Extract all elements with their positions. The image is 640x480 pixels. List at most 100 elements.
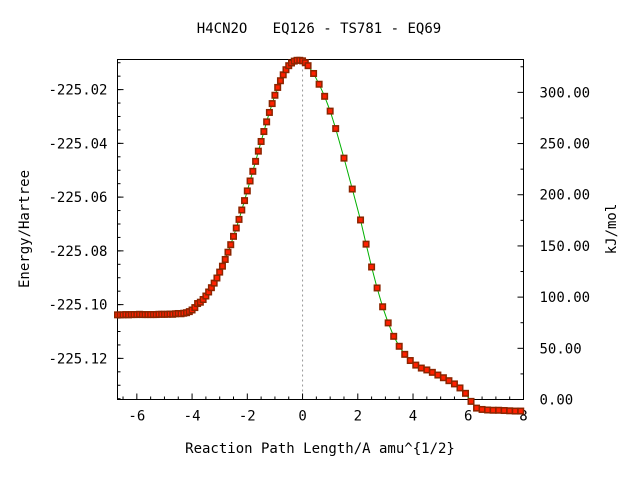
data-point <box>241 197 249 205</box>
data-point <box>207 284 215 292</box>
data-point-fill <box>408 358 413 363</box>
x-tick-label: 2 <box>354 409 362 425</box>
data-point-fill <box>502 408 507 413</box>
data-point <box>379 303 387 311</box>
data-point-fill <box>231 234 236 239</box>
data-point-fill <box>311 71 316 76</box>
y-tick-label: -225.12 <box>48 351 107 367</box>
y2-tick-label: 250.00 <box>540 137 591 153</box>
data-point-fill <box>239 208 244 213</box>
y2-tick-label: 150.00 <box>540 239 591 255</box>
x-tick-label: 6 <box>464 409 472 425</box>
data-point-fill <box>391 334 396 339</box>
y2-tick-label: 200.00 <box>540 188 591 204</box>
data-point <box>221 255 229 263</box>
data-point <box>304 62 312 70</box>
y-tick-labels: -225.02 -225.04 -225.06 -225.08 -225.10 -225.… <box>48 83 107 368</box>
data-point-fill <box>220 264 225 269</box>
data-point <box>511 407 519 415</box>
data-point <box>254 147 262 155</box>
data-point <box>249 167 257 175</box>
data-point <box>390 332 398 340</box>
data-point <box>478 405 486 413</box>
y2-axis-label: kJ/mol <box>604 204 620 255</box>
data-point-fill <box>250 169 255 174</box>
data-point <box>368 263 376 271</box>
data-point-fill <box>322 94 327 99</box>
data-point-fill <box>272 93 277 98</box>
data-point-fill <box>192 305 197 310</box>
data-point <box>373 284 381 292</box>
data-point-fill <box>441 375 446 380</box>
data-point-fill <box>480 407 485 412</box>
data-point-fill <box>217 270 222 275</box>
data-point <box>348 185 356 193</box>
x-axis-label: Reaction Path Length/A amu^{1/2} <box>185 441 455 457</box>
y2-tick-label: 0.00 <box>540 393 574 409</box>
data-point <box>260 128 268 136</box>
y-tick-label: -225.04 <box>48 136 107 152</box>
data-point-fill <box>457 385 462 390</box>
data-point-fill <box>234 226 239 231</box>
data-point-fill <box>491 408 496 413</box>
data-point-fill <box>253 159 258 164</box>
data-point <box>265 108 273 116</box>
data-point-fill <box>430 370 435 375</box>
data-point <box>506 407 514 415</box>
data-point <box>205 288 213 296</box>
x-tick-label: -6 <box>128 409 145 425</box>
data-point <box>257 137 265 145</box>
x-tick-labels: -6 -4 -2 0 2 4 6 8 <box>128 409 527 425</box>
data-point <box>218 262 226 270</box>
data-point-fill <box>375 285 380 290</box>
data-point <box>279 71 287 79</box>
data-point-fill <box>469 399 474 404</box>
y-axis-label: Energy/Hartree <box>17 170 33 288</box>
data-point <box>232 224 240 232</box>
data-point-fill <box>419 366 424 371</box>
data-point <box>445 377 453 385</box>
data-point <box>401 350 409 358</box>
data-point-fill <box>413 363 418 368</box>
data-point-fill <box>228 242 233 247</box>
x-tick-label: 8 <box>519 409 527 425</box>
y2-tick-labels: 0.00 50.00 100.00 150.00 200.00 250.00 300.00 <box>540 85 591 408</box>
data-point <box>406 357 414 365</box>
data-point-fill <box>248 178 253 183</box>
data-point <box>230 232 237 240</box>
data-point-fill <box>259 139 264 144</box>
data-point-fill <box>369 264 374 269</box>
data-point-fill <box>264 119 269 124</box>
plot-frame <box>117 59 524 400</box>
data-point <box>224 248 232 256</box>
data-point <box>495 406 503 414</box>
data-point-fill <box>328 109 333 114</box>
data-point-fill <box>397 344 402 349</box>
data-point <box>357 216 365 224</box>
data-point <box>484 406 492 414</box>
data-point-fill <box>496 408 501 413</box>
data-point <box>412 361 420 369</box>
data-point-fill <box>267 110 272 115</box>
data-point <box>450 380 458 388</box>
data-point <box>276 77 284 85</box>
data-point-fill <box>223 257 228 262</box>
data-point-fill <box>270 101 275 106</box>
data-point <box>213 274 221 282</box>
x-tick-label: -2 <box>239 409 256 425</box>
data-point <box>202 292 210 300</box>
data-point <box>500 407 508 415</box>
data-point <box>428 368 436 376</box>
data-point <box>191 304 199 312</box>
data-point-fill <box>281 72 286 77</box>
data-point-fill <box>507 408 512 413</box>
data-point <box>282 66 290 74</box>
data-point-fill <box>358 217 363 222</box>
data-point-fill <box>317 82 322 87</box>
data-point-fill <box>261 129 266 134</box>
data-point-fill <box>245 188 250 193</box>
data-point <box>216 268 224 276</box>
data-point <box>332 125 340 133</box>
data-point <box>238 206 246 214</box>
data-point <box>252 157 260 165</box>
